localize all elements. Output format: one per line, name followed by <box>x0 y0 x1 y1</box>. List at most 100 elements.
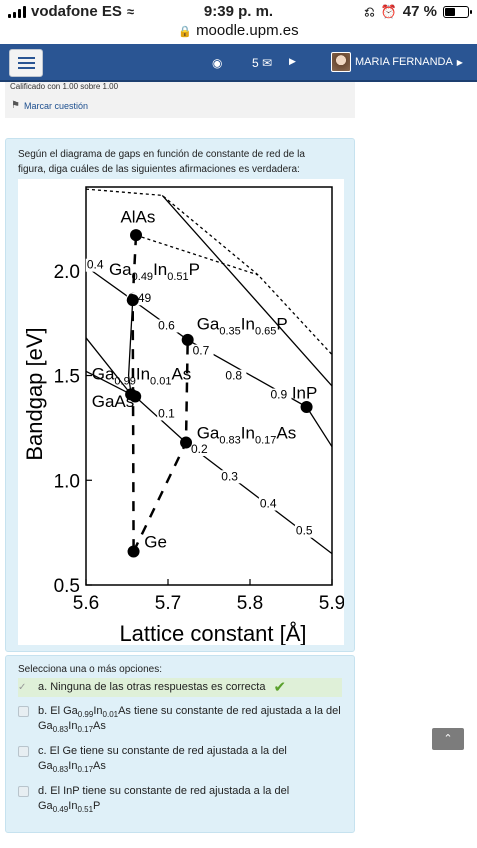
checkbox-b[interactable] <box>18 706 29 717</box>
composition-label-bg <box>157 407 180 421</box>
x-axis-label: Lattice constant [Å] <box>119 621 306 645</box>
label-gaas: GaAs <box>92 392 135 411</box>
messages-button[interactable]: 5 ✉ <box>252 56 272 70</box>
correct-check-icon: ✔ <box>273 679 287 696</box>
x-tick-label: 5.6 <box>73 593 99 614</box>
data-point <box>129 390 142 403</box>
answer-box: Selecciona una o más opciones: ✓ a. Ning… <box>5 655 355 833</box>
composition-label: 0.6 <box>158 318 175 332</box>
x-tick-label: 5.9 <box>319 593 344 614</box>
data-point <box>130 229 143 242</box>
option-d-text: d. El InP tiene su constante de red ajus… <box>38 785 290 814</box>
checkbox-d[interactable] <box>18 786 29 797</box>
lock-icon: 🔒 <box>178 26 193 38</box>
signal-icon <box>8 5 26 18</box>
label-gainp-049: Ga0.49In0.51P <box>109 260 200 283</box>
question-info: Calificado con 1.00 sobre 1.00 ⚑ Marcar … <box>5 82 355 118</box>
x-tick-label: 5.8 <box>237 593 263 614</box>
composition-label-bg <box>157 319 180 333</box>
user-menu[interactable]: MARIA FERNANDA ▶ <box>331 52 463 72</box>
wifi-icon: ≈ <box>126 4 134 19</box>
y-tick-label: 1.5 <box>54 367 80 388</box>
url-bar[interactable]: 🔒 moodle.upm.es <box>0 22 477 44</box>
series-line-solid <box>161 194 333 387</box>
question-text: Según el diagrama de gaps en función de … <box>18 149 305 175</box>
status-right: ⎌ ⏰ 47 % <box>364 3 472 20</box>
data-point <box>127 545 140 558</box>
flag-question-link[interactable]: ⚑ Marcar cuestión <box>11 100 88 111</box>
composition-label-bg <box>85 258 108 272</box>
composition-label: 0.1 <box>158 406 175 420</box>
data-point <box>181 333 194 346</box>
alarm-icon: ⏰ <box>380 3 397 19</box>
chevron-right-icon[interactable]: ▶ <box>289 56 296 66</box>
composition-label-bg <box>189 443 212 457</box>
option-d[interactable]: d. El InP tiene su constante de red ajus… <box>18 784 342 814</box>
top-navbar: ◉ 5 ✉ ▶ MARIA FERNANDA ▶ <box>0 44 477 82</box>
label-ge: Ge <box>144 532 167 551</box>
caret-right-icon: ▶ <box>456 57 463 67</box>
label-alas: AlAs <box>120 208 155 227</box>
composition-label-bg <box>269 388 292 402</box>
option-a-text: a. Ninguna de las otras respuestas es co… <box>38 681 266 693</box>
composition-label-bg <box>224 369 247 383</box>
label-inp: InP <box>292 384 318 403</box>
y-tick-label: 1.0 <box>54 471 80 492</box>
option-c-text: c. El Ge tiene su constante de red ajust… <box>38 745 287 774</box>
y-axis-label: Bandgap [eV] <box>22 327 47 460</box>
scroll-top-button[interactable]: ⌃ <box>432 728 464 750</box>
orientation-lock-icon: ⎌ <box>364 3 375 19</box>
battery-percent: 47 % <box>402 3 437 20</box>
composition-label-bg <box>294 524 317 538</box>
bandgap-figure: 5.6 5.7 5.8 5.9 0.5 1.0 1.5 2.0 Lattice constant… <box>18 179 345 646</box>
x-tick-label: 5.7 <box>155 593 181 614</box>
data-point <box>300 400 313 413</box>
user-name: MARIA FERNANDA <box>355 56 453 68</box>
data-point <box>180 436 193 449</box>
message-count: 5 <box>252 56 259 70</box>
menu-button[interactable] <box>9 49 43 77</box>
envelope-icon: ✉ <box>262 56 273 70</box>
option-c[interactable]: c. El Ge tiene su constante de red ajust… <box>18 744 342 774</box>
label-gainas-099: Ga0.99In0.01As <box>92 365 192 388</box>
notification-icon[interactable]: ◉ <box>212 56 223 70</box>
composition-label-bg <box>258 497 281 511</box>
flag-label: Marcar cuestión <box>23 100 88 111</box>
series-line-solid <box>85 337 132 395</box>
option-a[interactable]: ✓ a. Ninguna de las otras respuestas es … <box>18 678 342 697</box>
series-line-dotted <box>85 188 333 356</box>
bandgap-chart: 5.6 5.7 5.8 5.9 0.5 1.0 1.5 2.0 Lattice constant… <box>22 186 345 646</box>
url-text: moodle.upm.es <box>196 22 299 39</box>
battery-icon <box>443 5 472 18</box>
label-gainp-035: Ga0.35In0.65P <box>197 314 288 337</box>
composition-label: 0.7 <box>193 344 210 358</box>
flag-icon: ⚑ <box>11 100 20 111</box>
data-point <box>126 294 139 307</box>
status-bar: vodafone ES ≈ 9:39 p. m. ⎌ ⏰ 47 % <box>0 0 477 22</box>
avatar <box>331 52 351 72</box>
composition-label: 0.8 <box>225 369 242 383</box>
composition-label: 0.9 <box>271 388 288 402</box>
carrier-name: vodafone ES <box>31 3 122 20</box>
status-time: 9:39 p. m. <box>203 3 274 20</box>
answer-prompt: Selecciona una o más opciones: <box>18 664 162 675</box>
option-b[interactable]: b. El Ga0.99In0.01As tiene su constante … <box>18 704 342 734</box>
y-tick-label: 2.0 <box>54 262 80 283</box>
grade-text: Calificado con 1.00 sobre 1.00 <box>10 82 119 91</box>
checkbox-c[interactable] <box>18 746 29 757</box>
checkbox-checked-icon[interactable]: ✓ <box>18 682 27 693</box>
carrier-group: vodafone ES ≈ <box>8 3 134 20</box>
composition-label: 0.4 <box>260 496 277 510</box>
question-box: Según el diagrama de gaps en función de … <box>5 138 355 652</box>
chevron-up-icon: ⌃ <box>443 733 453 745</box>
composition-label: 0.5 <box>296 524 313 538</box>
composition-label-bg <box>220 470 243 484</box>
series-line-solid <box>127 300 134 395</box>
option-b-text: b. El Ga0.99In0.01As tiene su constante … <box>38 705 341 734</box>
composition-label: 0.4 <box>87 258 104 272</box>
y-tick-label: 0.5 <box>54 576 80 597</box>
composition-label: 0.2 <box>191 442 208 456</box>
composition-label-bg <box>191 344 214 358</box>
label-gainas-083: Ga0.83In0.17As <box>197 423 297 446</box>
composition-label: 0.3 <box>221 469 238 483</box>
